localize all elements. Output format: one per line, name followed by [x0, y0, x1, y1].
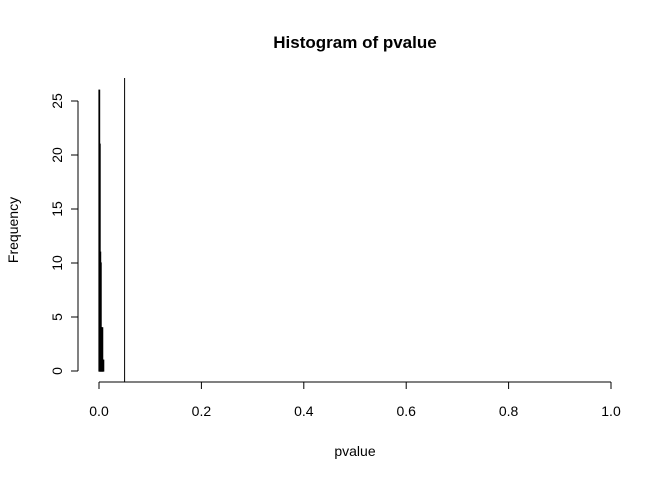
y-tick-label: 10: [49, 255, 65, 271]
y-tick-label: 25: [49, 93, 65, 109]
x-axis-label: pvalue: [334, 443, 375, 459]
y-tick-label: 15: [49, 201, 65, 217]
y-tick-label: 0: [49, 367, 65, 375]
y-tick-label: 20: [49, 147, 65, 163]
x-tick-label: 0.6: [396, 403, 416, 419]
y-axis-label: Frequency: [5, 197, 21, 263]
y-axis: 0 5 10 15 20 25: [49, 93, 79, 375]
x-axis: 0.0 0.2 0.4 0.6 0.8 1.0: [89, 381, 621, 419]
x-tick-label: 0.0: [89, 403, 109, 419]
x-tick-label: 1.0: [601, 403, 621, 419]
x-tick-label: 0.8: [499, 403, 519, 419]
y-tick-label: 5: [49, 313, 65, 321]
chart-title: Histogram of pvalue: [273, 33, 436, 52]
x-tick-label: 0.4: [294, 403, 314, 419]
histogram-bars: [98, 89, 105, 372]
x-tick-label: 0.2: [192, 403, 212, 419]
histogram-bar: [102, 359, 105, 372]
